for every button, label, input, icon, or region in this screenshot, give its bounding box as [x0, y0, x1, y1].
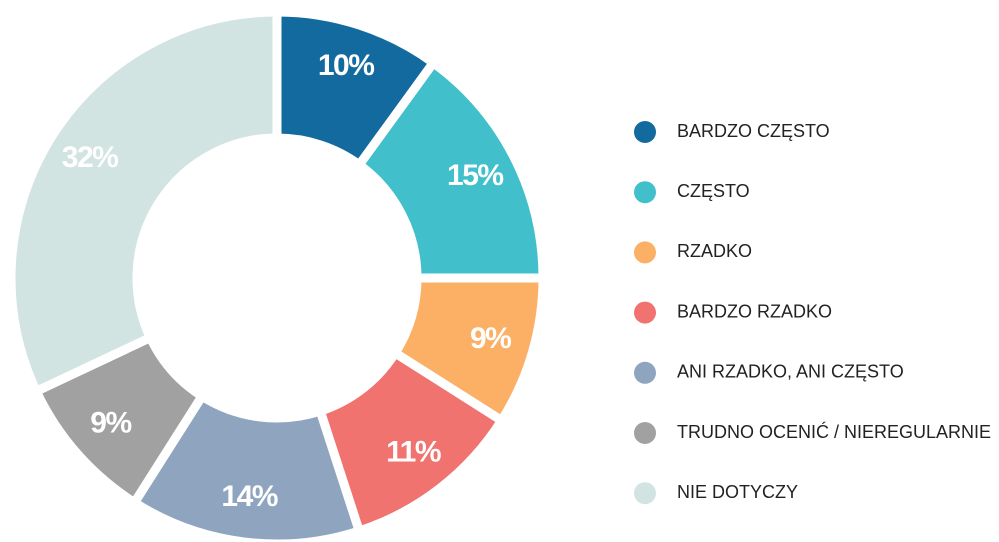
legend-label: RZADKO — [677, 241, 752, 261]
slice-label: 14% — [221, 480, 277, 513]
slice-label: 9% — [470, 322, 511, 355]
slice — [6, 7, 282, 398]
slice — [128, 389, 365, 542]
slice-label: 9% — [90, 407, 131, 440]
legend-swatch — [634, 301, 656, 324]
legend-label: CZĘSTO — [677, 181, 750, 201]
legend-swatch — [634, 241, 656, 264]
legend-swatch — [634, 482, 656, 505]
legend-label: BARDZO CZĘSTO — [677, 121, 830, 141]
legend-swatch — [634, 361, 656, 384]
legend-swatch — [634, 181, 656, 204]
legend-label: ANI RZADKO, ANI CZĘSTO — [677, 362, 904, 382]
legend-swatch — [634, 422, 656, 444]
slice — [353, 56, 548, 283]
slice-label: 15% — [447, 159, 503, 192]
legend-label: BARDZO RZADKO — [677, 301, 832, 321]
legend-label: TRUDNO OCENIĆ / NIEREGULARNIE — [677, 421, 991, 442]
legend-label: NIE DOTYCZY — [677, 482, 798, 502]
slice-label: 32% — [62, 141, 118, 174]
slice-label: 11% — [386, 435, 441, 468]
legend-swatch — [634, 121, 656, 143]
slice-label: 10% — [318, 49, 374, 82]
